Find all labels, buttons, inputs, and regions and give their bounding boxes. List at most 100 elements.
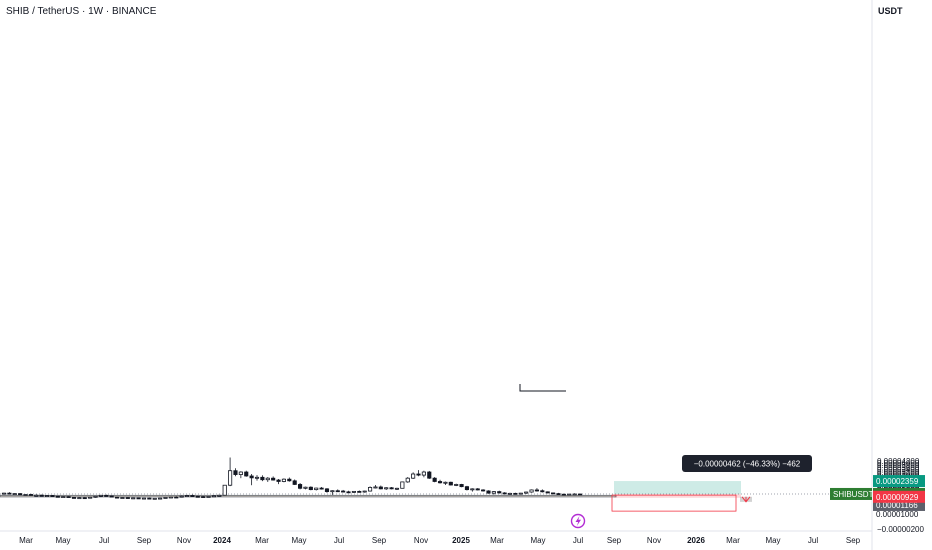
candle-down <box>551 492 556 495</box>
candle-up <box>405 477 410 483</box>
stop-price-tag: 0.00000929 <box>876 493 919 502</box>
candle-down <box>298 484 303 489</box>
candle-up <box>217 494 222 497</box>
price-axis-label: 0.00003000 <box>877 470 920 479</box>
candle-up <box>238 471 243 475</box>
candle-up <box>400 481 405 489</box>
candle-up <box>141 497 147 500</box>
candle-up <box>211 495 217 498</box>
candle-down <box>319 487 324 490</box>
price-axis-label: 0.00004000 <box>877 459 920 468</box>
symbol-tag: SHIBUSDT <box>833 490 874 499</box>
candle-down <box>249 475 254 479</box>
candle-down <box>50 495 55 497</box>
candle-down <box>346 491 351 494</box>
price-axis-label: −0.00000200 <box>877 525 924 534</box>
time-axis-label: Mar <box>19 536 33 545</box>
price-range-measure[interactable]: −0.00000462 (−46.33%) −462 <box>682 455 812 472</box>
support-zone-rect <box>0 494 617 498</box>
candle-down <box>556 493 561 495</box>
candle-up <box>470 488 475 491</box>
candle-up <box>158 497 163 500</box>
candle-up <box>1 492 7 495</box>
candle-down <box>109 495 114 498</box>
candle-down <box>577 493 583 496</box>
measure-label: −0.00000462 (−46.33%) −462 <box>694 460 801 469</box>
candle-up <box>367 487 373 492</box>
price-axis-label: 0.00003800 <box>877 461 920 470</box>
candle-down <box>416 473 421 476</box>
candle-down <box>28 494 33 496</box>
candle-down <box>324 488 330 493</box>
time-axis-label: Mar <box>255 536 269 545</box>
candle-down <box>437 481 443 484</box>
candle-down <box>39 494 44 497</box>
support-zone[interactable] <box>0 493 872 498</box>
candle-up <box>222 484 227 496</box>
candle-down <box>195 495 200 498</box>
target-price-tag: 0.00002359 <box>876 477 919 486</box>
candle-down <box>308 486 313 491</box>
candle-up <box>61 496 66 498</box>
candle-up <box>394 487 400 490</box>
candle-down <box>82 497 87 500</box>
candle-up <box>491 491 496 494</box>
candle-down <box>540 490 545 493</box>
time-axis-label: Nov <box>647 536 661 545</box>
candle-down <box>260 476 265 481</box>
time-axis-label: Mar <box>726 536 740 545</box>
candle-up <box>373 486 378 489</box>
candle-down <box>335 490 340 493</box>
lightning-icon[interactable] <box>570 513 586 529</box>
candle-up <box>265 477 270 481</box>
candle-up <box>281 478 286 482</box>
candle-down <box>497 491 502 494</box>
candle-up <box>303 486 308 489</box>
target-price-tag-bg <box>873 475 925 488</box>
candle-up <box>567 493 572 496</box>
price-tags: 0.00002359SHIBUSDT0.000011850.000011660.… <box>830 475 925 519</box>
candle-up <box>23 494 28 496</box>
candle-down <box>502 492 507 495</box>
candle-down <box>378 486 383 490</box>
chart-title: SHIB / TetherUS · 1W · BINANCE <box>6 6 157 17</box>
time-axis-label: 2024 <box>213 536 231 545</box>
candle-up <box>77 497 82 500</box>
candle-down <box>147 497 152 500</box>
price-axis-label: 0.00003600 <box>877 463 920 472</box>
price-axis-currency: USDT <box>878 6 903 16</box>
candle-up <box>454 484 459 486</box>
time-axis-label: May <box>765 536 780 545</box>
stop-box <box>611 494 737 512</box>
time-axis-label: May <box>530 536 545 545</box>
candle-down <box>459 484 464 488</box>
long-position-tool[interactable] <box>611 481 741 512</box>
candle-down <box>244 471 249 477</box>
candle-down <box>389 487 394 490</box>
candle-down <box>486 490 491 494</box>
candle-up <box>443 481 448 484</box>
candle-down <box>276 479 281 482</box>
time-axis-label: Sep <box>137 536 152 545</box>
candle-down <box>104 494 109 497</box>
time-axis-label: Jul <box>808 536 818 545</box>
stop-price-tag-bg <box>873 490 925 503</box>
candle-up <box>351 490 356 493</box>
time-axis[interactable]: Mar May Jul Sep Nov 2024 Mar May Jul Sep Nov 2025 Ma… <box>19 536 861 545</box>
range-bracket <box>519 384 566 392</box>
candle-up <box>330 490 335 493</box>
candle-up <box>518 492 523 495</box>
candle-up <box>524 491 529 494</box>
candle-down <box>481 489 486 492</box>
candle-down <box>55 495 60 498</box>
candle-up <box>184 495 190 497</box>
time-axis-label: Sep <box>607 536 622 545</box>
partial-price-label: 0.00001000 <box>876 510 919 519</box>
candle-down <box>475 488 480 491</box>
profit-area <box>614 481 741 495</box>
candle-up <box>529 489 534 493</box>
time-axis-label: Sep <box>372 536 387 545</box>
candle-down <box>125 497 130 499</box>
candle-down <box>561 493 566 496</box>
